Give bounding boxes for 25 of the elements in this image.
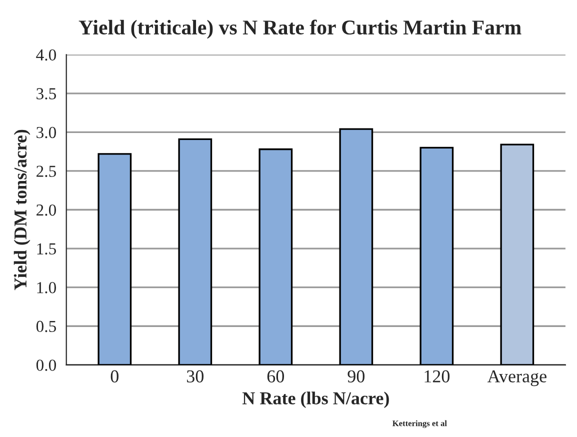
bar — [500, 144, 534, 365]
x-axis-title: N Rate (lbs N/acre) — [242, 392, 389, 408]
y-tick-label: 0.5 — [36, 320, 56, 332]
x-tick-label: 120 — [424, 370, 450, 382]
x-tick-label: Average — [487, 370, 546, 386]
y-tick-label: 1.0 — [37, 282, 56, 294]
x-tick-label: 0 — [110, 370, 118, 382]
x-tick-label: 90 — [348, 370, 364, 382]
x-tick-label: 30 — [186, 370, 204, 382]
y-tick-label: 1.5 — [37, 243, 56, 255]
y-tick-label: 2.5 — [36, 166, 56, 177]
y-tick-label: 0.0 — [36, 360, 56, 371]
bar — [178, 138, 212, 365]
y-axis-title: Yield (DM tons/acre) — [14, 130, 30, 290]
y-tick-label: 4.0 — [36, 49, 56, 61]
x-tick-label: 60 — [267, 370, 284, 382]
bar — [339, 128, 374, 365]
bar — [258, 148, 293, 365]
y-tick-label: 3.0 — [36, 126, 56, 138]
y-tick-label: 3.5 — [36, 88, 56, 100]
bar — [420, 146, 454, 365]
y-tick-label: 2.0 — [36, 204, 56, 216]
chart-title: Yield (triticale) vs N Rate for Curtis Martin Farm — [78, 20, 522, 39]
text: Ketterings et al — [392, 420, 447, 428]
bar — [98, 153, 132, 365]
